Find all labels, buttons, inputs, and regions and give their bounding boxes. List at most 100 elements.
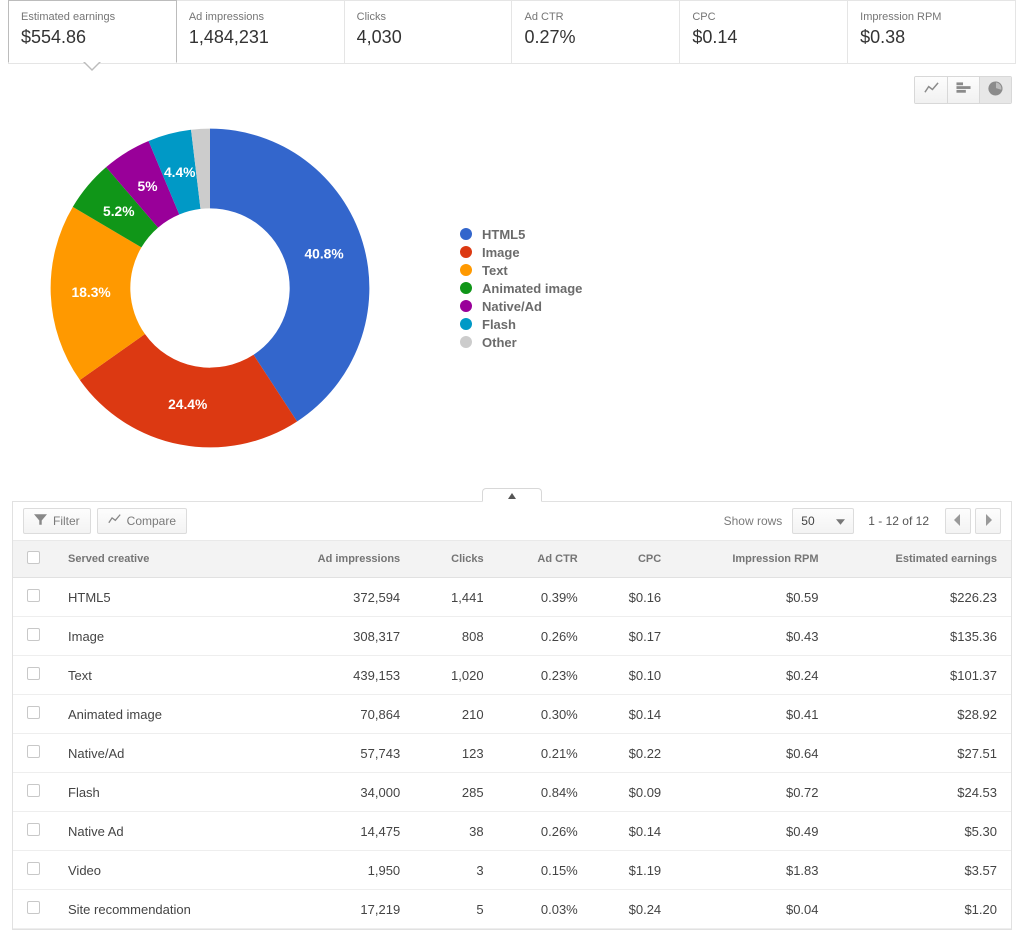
cell-cpc: $0.16 (592, 578, 675, 617)
legend-label: Text (482, 263, 508, 278)
cell-clicks: 123 (414, 734, 497, 773)
metric-label: CPC (692, 11, 835, 23)
checkbox[interactable] (27, 823, 40, 836)
data-table-wrap: Filter Compare Show rows 50 1 - 12 of 12 (12, 501, 1012, 930)
collapse-handle (0, 488, 1024, 502)
donut-slice-label: 40.8% (305, 245, 344, 261)
metric-card[interactable]: Impression RPM$0.38 (848, 0, 1016, 63)
cell-earn: $27.51 (833, 734, 1011, 773)
column-header[interactable]: Served creative (54, 541, 262, 578)
legend-swatch (460, 282, 472, 294)
cell-cpc: $0.09 (592, 773, 675, 812)
checkbox[interactable] (27, 628, 40, 641)
donut-container: 40.8%24.4%18.3%5.2%5%4.4% (0, 118, 420, 458)
metric-card[interactable]: Clicks4,030 (345, 0, 513, 63)
cell-name: Native/Ad (54, 734, 262, 773)
legend-label: Native/Ad (482, 299, 542, 314)
checkbox[interactable] (27, 706, 40, 719)
checkbox[interactable] (27, 784, 40, 797)
cell-imp: 34,000 (262, 773, 414, 812)
cell-ctr: 0.23% (498, 656, 592, 695)
table-row: Animated image70,8642100.30%$0.14$0.41$2… (13, 695, 1011, 734)
cell-rpm: $1.83 (675, 851, 832, 890)
cell-earn: $135.36 (833, 617, 1011, 656)
checkbox[interactable] (27, 745, 40, 758)
cell-earn: $24.53 (833, 773, 1011, 812)
cell-earn: $1.20 (833, 890, 1011, 929)
donut-slice-label: 5.2% (103, 203, 134, 219)
column-header[interactable]: Clicks (414, 541, 497, 578)
legend-item[interactable]: Native/Ad (460, 299, 582, 314)
metric-card[interactable]: Ad CTR0.27% (512, 0, 680, 63)
metric-label: Ad CTR (524, 11, 667, 23)
column-header[interactable]: CPC (592, 541, 675, 578)
compare-button[interactable]: Compare (97, 508, 187, 534)
line-chart-icon (924, 81, 939, 99)
cell-name: Native Ad (54, 812, 262, 851)
cell-imp: 17,219 (262, 890, 414, 929)
prev-page-button[interactable] (945, 508, 971, 534)
filter-button[interactable]: Filter (23, 508, 91, 534)
cell-ctr: 0.26% (498, 617, 592, 656)
cell-cpc: $0.14 (592, 695, 675, 734)
cell-ctr: 0.03% (498, 890, 592, 929)
show-rows-label: Show rows (724, 514, 783, 528)
rows-select-value: 50 (801, 514, 814, 528)
metric-value: $554.86 (21, 27, 164, 48)
metric-value: $0.38 (860, 27, 1003, 48)
cell-clicks: 3 (414, 851, 497, 890)
cell-rpm: $0.24 (675, 656, 832, 695)
table-toolbar: Filter Compare Show rows 50 1 - 12 of 12 (13, 502, 1011, 541)
caret-down-icon (836, 514, 845, 528)
checkbox[interactable] (27, 901, 40, 914)
cell-rpm: $0.41 (675, 695, 832, 734)
cell-clicks: 285 (414, 773, 497, 812)
metric-card[interactable]: CPC$0.14 (680, 0, 848, 63)
checkbox[interactable] (27, 589, 40, 602)
legend-item[interactable]: Flash (460, 317, 582, 332)
metric-label: Estimated earnings (21, 11, 164, 23)
rows-select[interactable]: 50 (792, 508, 854, 534)
next-page-button[interactable] (975, 508, 1001, 534)
row-checkbox-cell (13, 890, 54, 929)
cell-name: Text (54, 656, 262, 695)
filter-icon (34, 513, 53, 529)
legend-label: Image (482, 245, 520, 260)
metric-card[interactable]: Estimated earnings $554.86 (8, 0, 177, 63)
legend-item[interactable]: Image (460, 245, 582, 260)
view-bar-button[interactable] (947, 77, 979, 103)
donut-slice-label: 24.4% (168, 396, 207, 412)
cell-ctr: 0.39% (498, 578, 592, 617)
legend-label: Other (482, 335, 517, 350)
checkbox[interactable] (27, 862, 40, 875)
page-info: 1 - 12 of 12 (868, 514, 929, 528)
collapse-toggle[interactable] (482, 488, 542, 502)
view-pie-button[interactable] (979, 77, 1011, 103)
view-toggle-group (914, 76, 1012, 104)
cell-ctr: 0.84% (498, 773, 592, 812)
legend-item[interactable]: Text (460, 263, 582, 278)
column-header[interactable]: Impression RPM (675, 541, 832, 578)
checkbox[interactable] (27, 667, 40, 680)
view-line-button[interactable] (915, 77, 947, 103)
legend-swatch (460, 318, 472, 330)
column-header[interactable]: Estimated earnings (833, 541, 1011, 578)
cell-name: Flash (54, 773, 262, 812)
donut-slice-label: 5% (138, 178, 158, 194)
cell-clicks: 5 (414, 890, 497, 929)
cell-clicks: 808 (414, 617, 497, 656)
legend-item[interactable]: Other (460, 335, 582, 350)
cell-cpc: $0.14 (592, 812, 675, 851)
chart-area: 40.8%24.4%18.3%5.2%5%4.4% HTML5ImageText… (0, 108, 1024, 488)
legend-item[interactable]: Animated image (460, 281, 582, 296)
metric-card[interactable]: Ad impressions1,484,231 (177, 0, 345, 63)
cell-clicks: 38 (414, 812, 497, 851)
legend-item[interactable]: HTML5 (460, 227, 582, 242)
compare-icon (108, 513, 127, 529)
metric-label: Ad impressions (189, 11, 332, 23)
data-table: Served creativeAd impressionsClicksAd CT… (13, 541, 1011, 929)
checkbox[interactable] (27, 551, 40, 564)
cell-rpm: $0.49 (675, 812, 832, 851)
column-header[interactable]: Ad CTR (498, 541, 592, 578)
column-header[interactable]: Ad impressions (262, 541, 414, 578)
